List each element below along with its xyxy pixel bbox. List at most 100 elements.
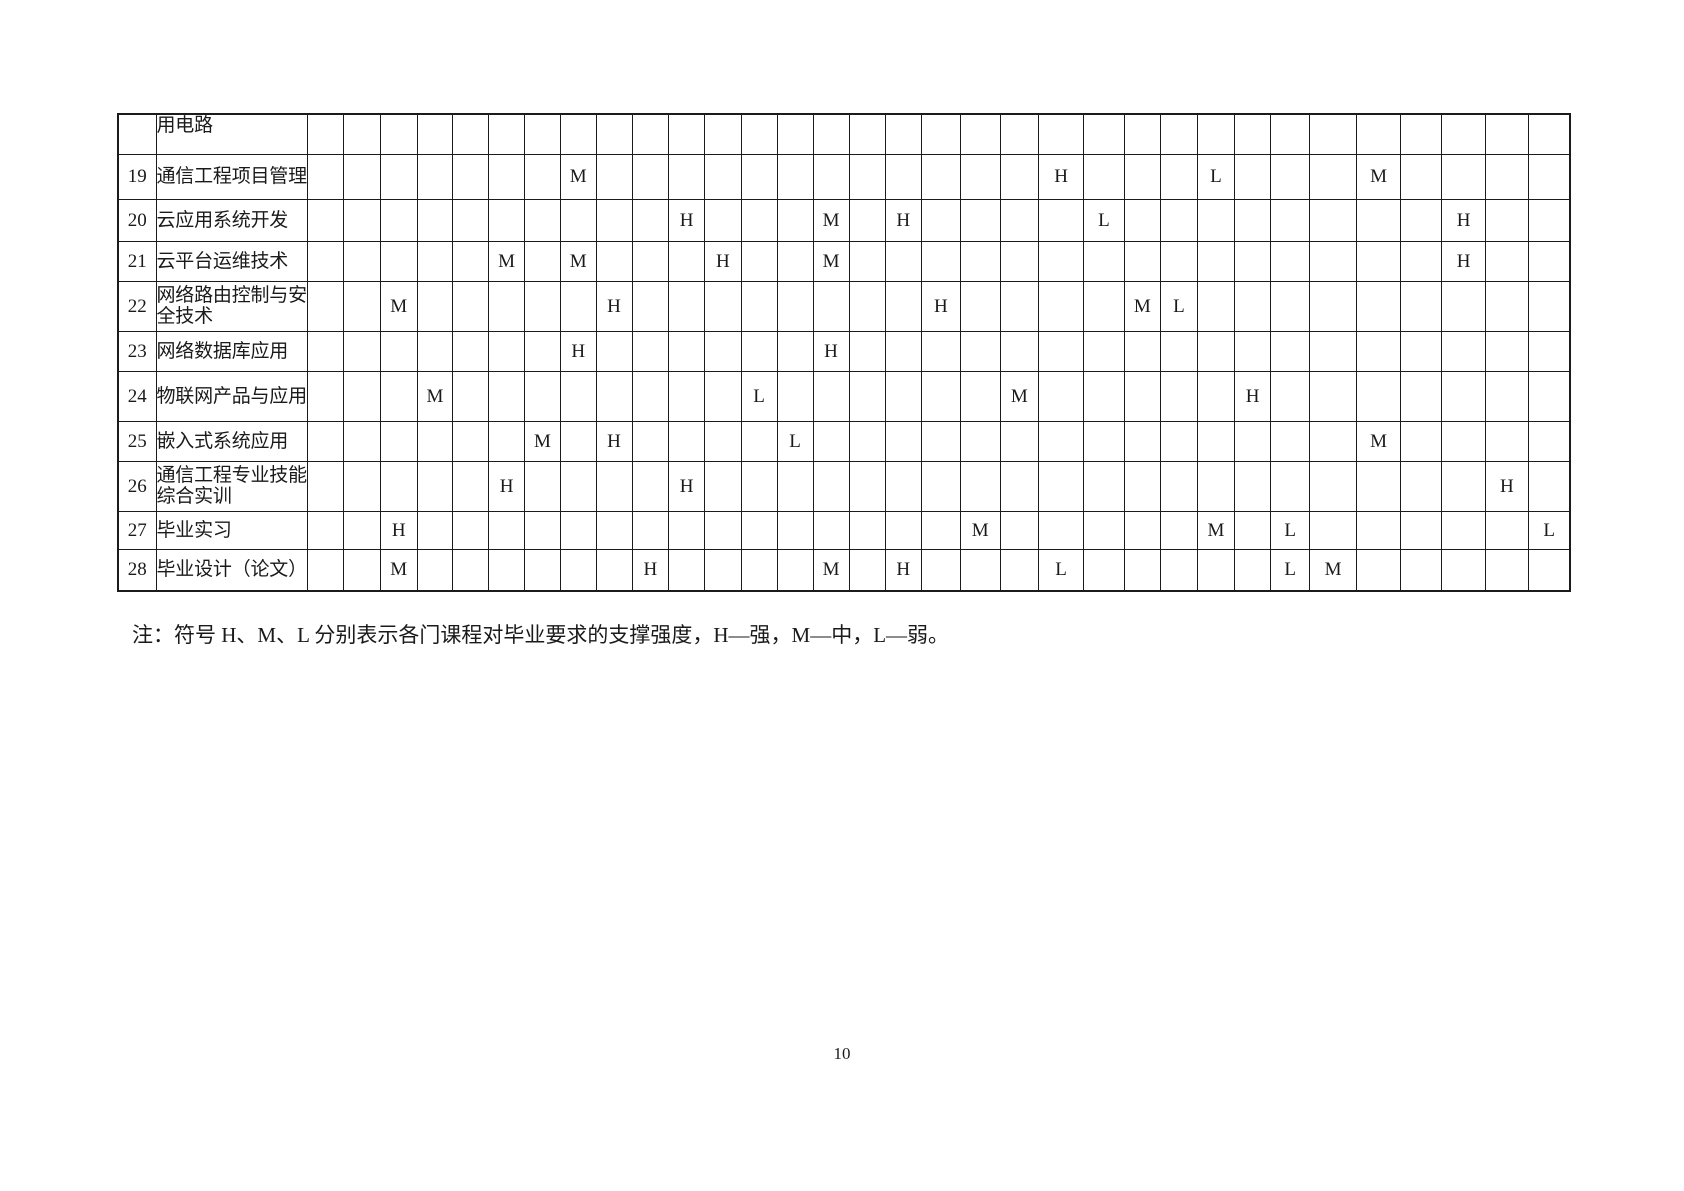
course-number: 21 (117, 240, 157, 282)
support-level-cell (1528, 370, 1571, 422)
course-number: 28 (117, 548, 157, 592)
support-level-cell (524, 240, 561, 282)
support-level-cell (1356, 370, 1401, 422)
support-level-cell (884, 370, 922, 422)
support-level-cell (1484, 370, 1530, 422)
support-level-cell (1123, 113, 1161, 155)
support-level-cell (631, 280, 670, 332)
support-level-cell (595, 510, 633, 550)
support-level-cell (1399, 510, 1443, 550)
support-level-cell (704, 370, 742, 422)
support-level-cell (999, 240, 1040, 282)
support-level-cell (1528, 153, 1571, 200)
support-level-cell (1441, 280, 1486, 332)
support-level-cell (452, 198, 490, 242)
support-level-cell (959, 548, 1001, 592)
support-level-cell (1528, 113, 1571, 155)
support-level-cell: H (704, 240, 742, 282)
support-level-cell (524, 460, 561, 512)
support-level-cell (1159, 460, 1199, 512)
support-level-cell (884, 330, 922, 372)
support-level-cell (1308, 460, 1358, 512)
support-level-cell (416, 280, 454, 332)
support-level-cell (1484, 113, 1530, 155)
support-level-cell (668, 420, 706, 462)
support-level-cell (306, 280, 345, 332)
support-level-cell (559, 420, 597, 462)
support-level-cell (920, 548, 961, 592)
support-level-cell: H (884, 198, 922, 242)
support-level-cell (1233, 113, 1272, 155)
support-level-cell: M (559, 153, 597, 200)
support-level-cell (306, 420, 345, 462)
support-level-cell (488, 280, 526, 332)
support-level-cell (1399, 370, 1443, 422)
support-level-cell (776, 240, 814, 282)
support-level-cell (1233, 460, 1272, 512)
support-level-cell (884, 460, 922, 512)
support-level-cell (1308, 113, 1358, 155)
support-level-cell: M (379, 548, 418, 592)
support-level-cell (920, 198, 961, 242)
support-level-cell: M (812, 198, 850, 242)
support-level-cell (1123, 153, 1161, 200)
support-level-cell (343, 460, 381, 512)
support-level-cell (1159, 510, 1199, 550)
support-level-cell (631, 198, 670, 242)
support-level-cell (959, 198, 1001, 242)
support-level-cell (1038, 280, 1085, 332)
support-level-cell (920, 240, 961, 282)
support-level-cell (884, 280, 922, 332)
support-level-cell (1356, 548, 1401, 592)
course-row: 20 云应用系统开发 H M H L H (117, 198, 1571, 242)
course-number: 22 (117, 280, 157, 332)
support-level-cell (740, 460, 778, 512)
support-level-cell (1399, 198, 1443, 242)
course-name: 云应用系统开发 (155, 198, 308, 242)
course-name: 网络路由控制与安全技术 (155, 280, 308, 332)
support-level-cell (631, 370, 670, 422)
support-level-cell (884, 510, 922, 550)
support-level-cell (704, 198, 742, 242)
support-level-cell: M (379, 280, 418, 332)
support-level-cell (668, 330, 706, 372)
support-level-cell (959, 420, 1001, 462)
support-level-cell (306, 153, 345, 200)
support-level-cell (524, 198, 561, 242)
support-level-cell (812, 460, 850, 512)
support-level-cell (1399, 280, 1443, 332)
support-level-cell (1308, 370, 1358, 422)
support-level-cell (1528, 548, 1571, 592)
support-level-cell: H (1441, 198, 1486, 242)
course-row: 28 毕业设计（论文） M H M H L L M (117, 548, 1571, 592)
support-level-cell: H (488, 460, 526, 512)
support-level-cell (848, 510, 886, 550)
support-level-cell (343, 280, 381, 332)
support-level-cell (1083, 330, 1125, 372)
support-level-cell (416, 548, 454, 592)
support-level-cell (1356, 280, 1401, 332)
support-level-cell (740, 198, 778, 242)
support-level-cell (343, 548, 381, 592)
support-level-cell (1441, 510, 1486, 550)
support-level-cell (1356, 510, 1401, 550)
support-level-cell (379, 113, 418, 155)
course-row: 24 物联网产品与应用 M L M H (117, 370, 1571, 422)
support-level-cell (559, 548, 597, 592)
support-level-cell (306, 198, 345, 242)
support-level-cell (1083, 548, 1125, 592)
support-level-cell (704, 113, 742, 155)
support-level-cell (1083, 370, 1125, 422)
support-level-cell: L (1270, 510, 1310, 550)
support-level-cell: H (884, 548, 922, 592)
course-name: 通信工程专业技能综合实训 (155, 460, 308, 512)
support-level-cell (1308, 198, 1358, 242)
support-level-cell (1038, 370, 1085, 422)
support-level-cell (1038, 460, 1085, 512)
support-level-cell (595, 153, 633, 200)
support-level-cell (704, 548, 742, 592)
support-level-cell (1038, 240, 1085, 282)
support-level-cell (631, 510, 670, 550)
support-level-cell (1484, 548, 1530, 592)
support-level-cell (1233, 280, 1272, 332)
